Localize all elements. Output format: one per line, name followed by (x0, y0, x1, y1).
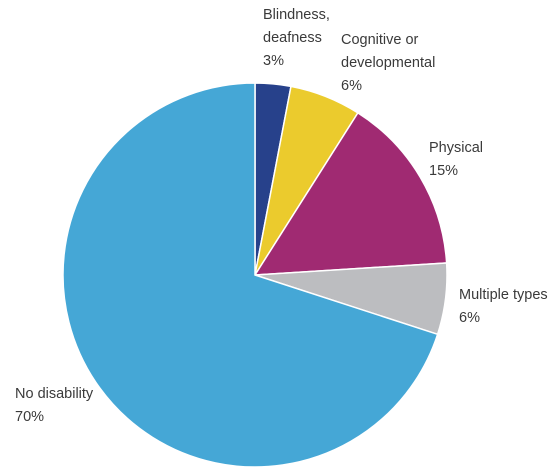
slice-label-cognitive-or-developmental: Cognitive or developmental 6% (341, 32, 435, 94)
slice-value-physical: 15% (429, 163, 458, 179)
slice-label-multiple-types: Multiple types 6% (459, 287, 548, 326)
pie-slice-no-disability (62, 82, 439, 468)
slice-label-line: Multiple types (459, 287, 548, 303)
slice-label-line: developmental (341, 55, 435, 71)
slice-label-line: Physical (429, 140, 483, 156)
slice-label-line: Blindness, (263, 7, 330, 23)
slice-label-line: No disability (15, 386, 94, 402)
slice-value-no-disability: 70% (15, 409, 44, 425)
slice-label-no-disability: No disability 70% (15, 386, 94, 425)
pie-slice-physical (253, 111, 448, 276)
slice-label-line: deafness (263, 30, 322, 46)
slice-value-cognitive-or-developmental: 6% (341, 78, 362, 94)
slice-value-multiple-types: 6% (459, 310, 480, 326)
slice-value-blindness-deafness: 3% (263, 53, 284, 69)
slice-label-blindness-deafness: Blindness, deafness 3% (263, 7, 330, 69)
slice-label-physical: Physical 15% (429, 140, 483, 179)
slice-label-line: Cognitive or (341, 32, 419, 48)
